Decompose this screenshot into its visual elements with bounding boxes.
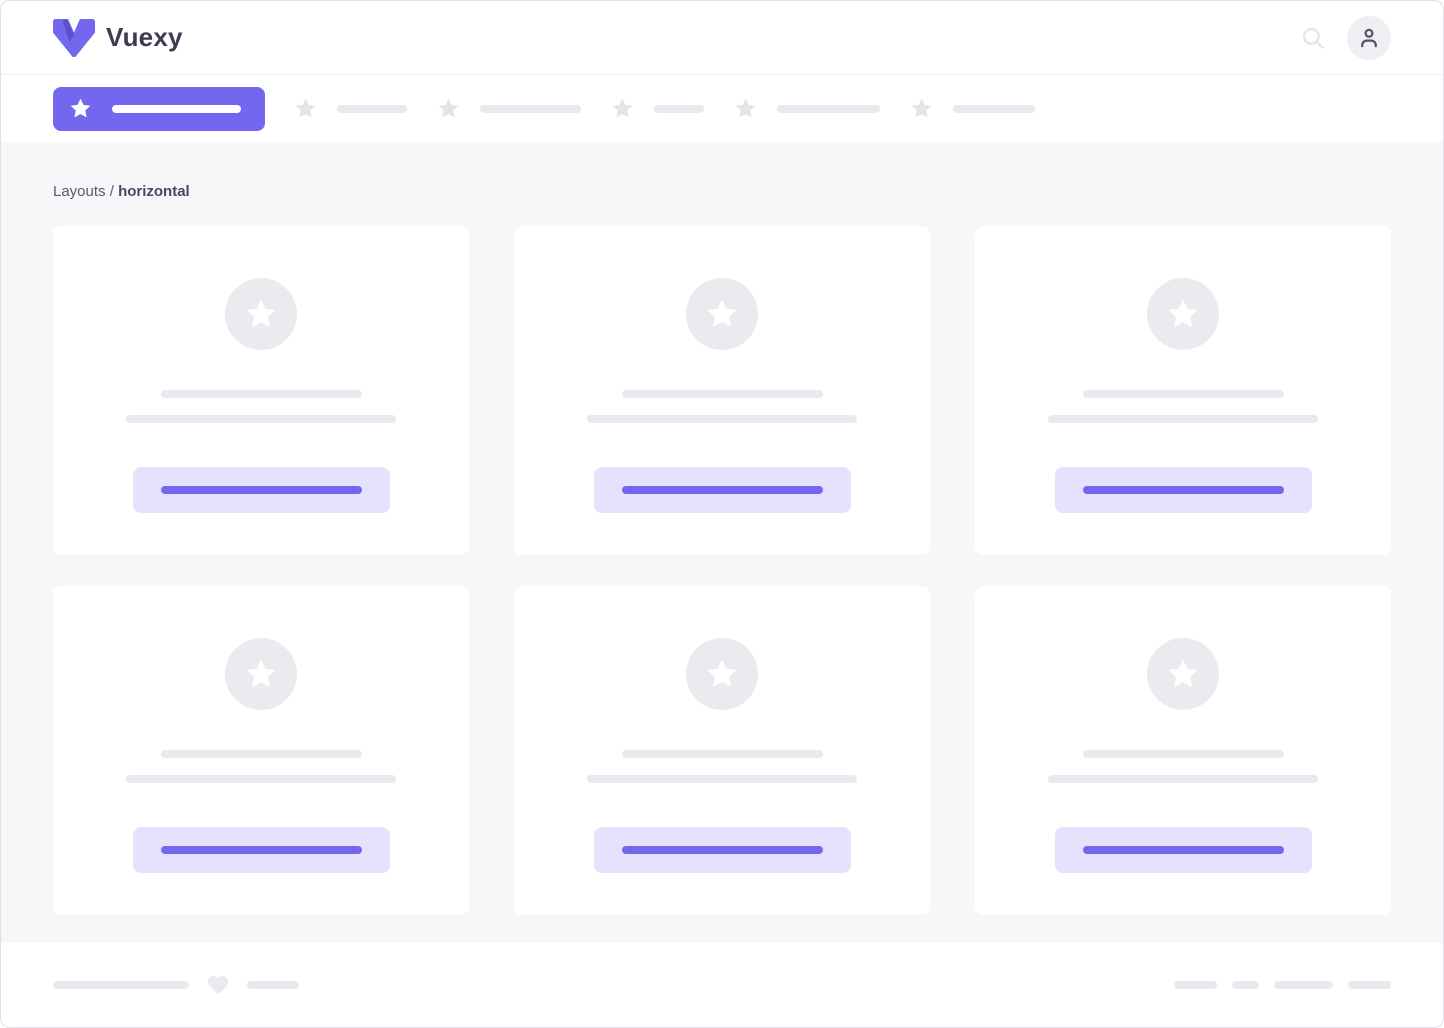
menu-item-2[interactable]	[294, 97, 407, 120]
top-navbar: Vuexy	[1, 1, 1443, 75]
star-icon	[244, 297, 278, 331]
brand-title: Vuexy	[106, 22, 183, 52]
card-button-label-skeleton	[1082, 486, 1284, 494]
footer-link-skeleton[interactable]	[1174, 981, 1217, 989]
footer-link-skeleton[interactable]	[1232, 981, 1259, 989]
footer-link-skeleton[interactable]	[1348, 981, 1391, 989]
user-avatar[interactable]	[1347, 15, 1391, 60]
menu-item-5[interactable]	[734, 97, 880, 120]
star-icon	[1166, 657, 1200, 691]
menu-label-skeleton	[480, 104, 581, 113]
breadcrumb: Layouts / horizontal	[53, 182, 1391, 202]
star-icon	[1166, 297, 1200, 331]
search-icon	[1300, 25, 1326, 51]
card-button[interactable]	[1054, 827, 1312, 873]
card-text-skeleton	[126, 775, 396, 783]
card-text-skeleton	[1048, 415, 1318, 423]
content-area: Layouts / horizontal	[1, 142, 1443, 943]
card-button[interactable]	[132, 827, 390, 873]
card-avatar-circle	[225, 638, 297, 710]
menu-label-skeleton	[654, 104, 704, 113]
heart-icon	[205, 973, 231, 997]
star-icon	[705, 657, 739, 691]
footer-left-group	[53, 973, 299, 997]
card-text-skeleton	[621, 390, 823, 398]
star-icon	[244, 657, 278, 691]
skeleton-card	[514, 586, 930, 915]
card-avatar-circle	[225, 278, 297, 350]
horizontal-menubar	[1, 75, 1443, 142]
card-avatar-circle	[686, 638, 758, 710]
card-text-skeleton	[160, 390, 362, 398]
footer	[1, 943, 1443, 1027]
card-avatar-circle	[686, 278, 758, 350]
card-text-skeleton	[126, 415, 396, 423]
card-button-label-skeleton	[621, 486, 823, 494]
card-button[interactable]	[593, 467, 851, 513]
footer-link-skeleton[interactable]	[1274, 981, 1333, 989]
card-text-skeleton	[587, 775, 857, 783]
skeleton-card	[53, 586, 469, 915]
card-text-skeleton	[1082, 390, 1284, 398]
menu-item-active[interactable]	[53, 86, 265, 131]
breadcrumb-separator: /	[109, 183, 114, 200]
card-button[interactable]	[1054, 467, 1312, 513]
footer-right-group	[1174, 981, 1391, 989]
card-text-skeleton	[1048, 775, 1318, 783]
menu-item-6[interactable]	[910, 97, 1035, 120]
card-text-skeleton	[160, 750, 362, 758]
breadcrumb-current: horizontal	[118, 183, 190, 200]
brand-link[interactable]: Vuexy	[53, 18, 183, 57]
breadcrumb-section: Layouts	[53, 183, 106, 200]
card-button-label-skeleton	[1082, 846, 1284, 854]
star-icon	[705, 297, 739, 331]
star-icon	[611, 97, 634, 120]
star-icon	[734, 97, 757, 120]
star-icon	[69, 97, 92, 120]
footer-text-skeleton	[53, 981, 189, 989]
card-text-skeleton	[621, 750, 823, 758]
menu-label-skeleton	[953, 104, 1035, 113]
footer-text-skeleton	[247, 981, 299, 989]
menu-label-skeleton	[112, 104, 241, 113]
star-icon	[437, 97, 460, 120]
star-icon	[294, 97, 317, 120]
menu-label-skeleton	[337, 104, 407, 113]
skeleton-card	[975, 226, 1391, 555]
menu-item-4[interactable]	[611, 97, 704, 120]
card-button-label-skeleton	[160, 486, 362, 494]
search-button[interactable]	[1295, 20, 1331, 56]
card-grid	[53, 226, 1391, 915]
skeleton-card	[514, 226, 930, 555]
skeleton-card	[53, 226, 469, 555]
card-text-skeleton	[587, 415, 857, 423]
card-button-label-skeleton	[621, 846, 823, 854]
menu-label-skeleton	[777, 104, 880, 113]
card-avatar-circle	[1147, 638, 1219, 710]
star-icon	[910, 97, 933, 120]
card-button[interactable]	[132, 467, 390, 513]
vuexy-logo-icon	[53, 18, 95, 57]
menu-item-3[interactable]	[437, 97, 581, 120]
card-text-skeleton	[1082, 750, 1284, 758]
card-button[interactable]	[593, 827, 851, 873]
user-avatar-icon	[1357, 26, 1381, 50]
skeleton-card	[975, 586, 1391, 915]
card-avatar-circle	[1147, 278, 1219, 350]
card-button-label-skeleton	[160, 846, 362, 854]
